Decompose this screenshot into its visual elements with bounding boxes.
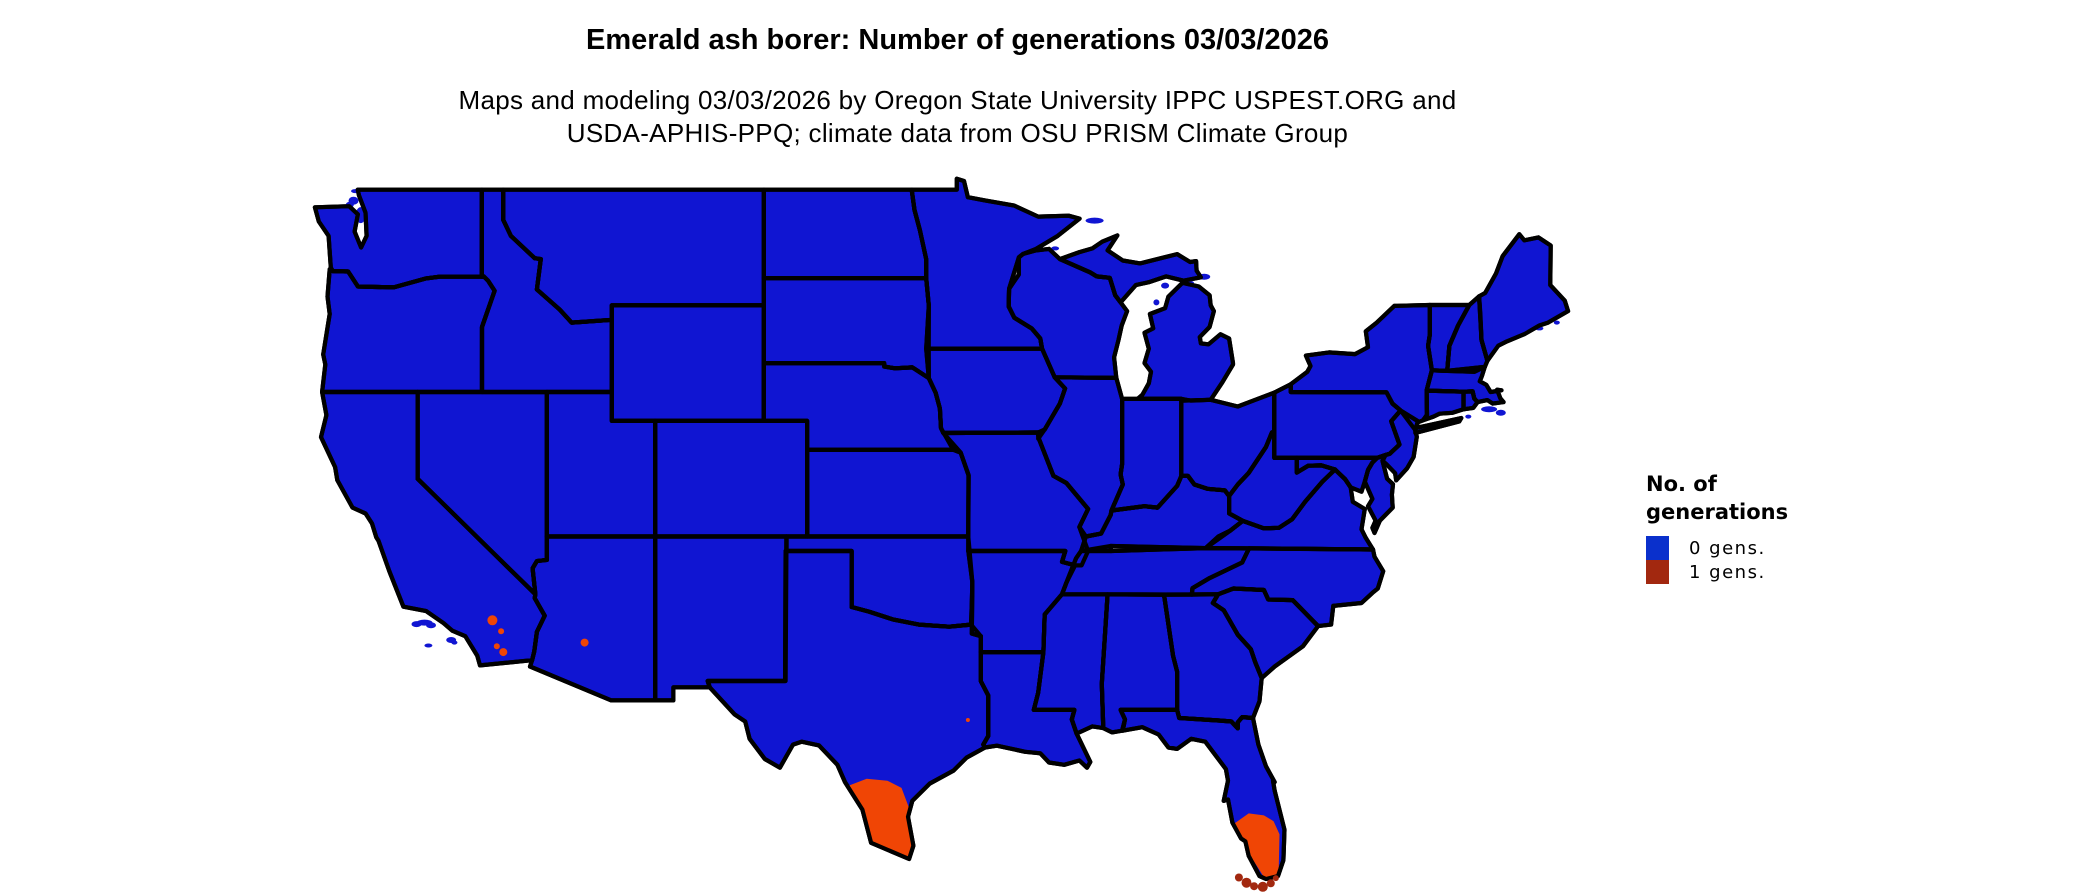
southwest-spots-1gen-dot: [487, 615, 498, 626]
island-dot: [424, 643, 433, 648]
legend-label-0-gens: 0 gens.: [1689, 537, 1766, 559]
southwest-spots-1gen-dot: [499, 648, 508, 657]
state-ct: [1421, 388, 1466, 423]
island-dot: [1465, 414, 1472, 419]
legend-items: 0 gens. 1 gens.: [1646, 536, 1946, 584]
south-texas-1gen: [842, 778, 912, 859]
one-generation-regions: [842, 778, 1280, 879]
subtitle-line-2: USDA-APHIS-PPQ; climate data from OSU PR…: [566, 118, 1349, 148]
state-border-in: [1109, 396, 1184, 513]
island-dot: [1495, 409, 1506, 416]
south-florida-1gen: [1233, 813, 1280, 879]
legend-item-1-gens: 1 gens.: [1646, 560, 1946, 584]
florida-keys-1gen-dot: [1257, 881, 1268, 892]
state-pa: [1272, 382, 1403, 460]
state-nm: [653, 534, 789, 703]
florida-keys-1gen-dot: [1266, 879, 1275, 888]
legend-title-line-2: generations: [1646, 500, 1789, 524]
title-block: Emerald ash borer: Number of generations…: [0, 0, 1915, 150]
state-border-az: [527, 534, 658, 703]
island-dot: [1051, 246, 1060, 251]
state-border-nj: [1380, 408, 1420, 483]
legend: No. of generations 0 gens. 1 gens.: [1646, 470, 1946, 584]
state-co: [653, 418, 810, 539]
legend-swatch-1-gens: [1646, 560, 1669, 584]
southwest-spots-1gen-dot: [498, 628, 505, 635]
state-border-miu: [1057, 233, 1203, 305]
southwest-spots-1gen-dot: [580, 638, 589, 647]
state-fills: [312, 176, 1571, 882]
southwest-spots-1gen-dot: [965, 718, 970, 722]
state-borders: [312, 176, 1571, 882]
legend-item-0-gens: 0 gens.: [1646, 536, 1946, 560]
state-border-wv: [1227, 429, 1338, 531]
island-dot: [1153, 299, 1160, 306]
florida-keys-1gen-dot: [1250, 882, 1259, 891]
legend-swatch-0-gens: [1646, 536, 1669, 560]
state-border-mil: [1135, 280, 1236, 403]
island-dot: [1481, 406, 1498, 413]
island-dot: [426, 622, 436, 629]
island-dot: [451, 640, 458, 645]
state-mil: [1135, 280, 1236, 403]
state-ia: [926, 346, 1068, 441]
state-nd: [761, 187, 929, 281]
subtitle-line-1: Maps and modeling 03/03/2026 by Oregon S…: [458, 85, 1457, 115]
florida-keys-1gen-dot: [1241, 877, 1252, 888]
island-dot: [1085, 217, 1104, 224]
florida-keys-1gen-dot: [1272, 875, 1279, 882]
state-border-me: [1477, 232, 1571, 363]
state-ks: [805, 447, 971, 539]
one-generation-specks: [487, 615, 1279, 892]
state-or: [320, 267, 497, 395]
state-wy: [609, 303, 766, 423]
legend-title-line-1: No. of: [1646, 472, 1717, 496]
page-title: Emerald ash borer: Number of generations…: [586, 24, 1329, 56]
page-subtitle: Maps and modeling 03/03/2026 by Oregon S…: [0, 84, 1915, 150]
southwest-spots-1gen-dot: [493, 643, 500, 650]
state-border-fl: [1118, 707, 1287, 882]
state-border-ct: [1421, 388, 1466, 423]
island-dot: [1161, 282, 1170, 289]
florida-keys-1gen-dot: [1234, 873, 1243, 882]
legend-title: No. of generations: [1646, 470, 1946, 526]
legend-label-1-gens: 1 gens.: [1689, 561, 1766, 583]
island-dot: [1553, 320, 1560, 325]
state-border-wi: [1006, 246, 1130, 380]
state-me: [1477, 232, 1571, 363]
